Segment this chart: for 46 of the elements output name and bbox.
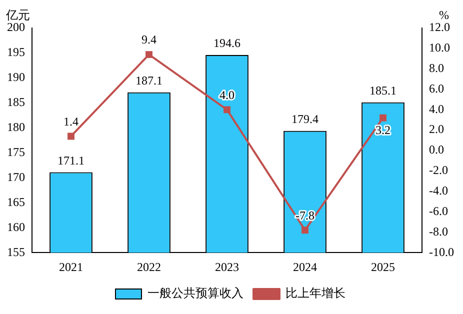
data-label: 1.4 [64,114,78,128]
y2-tick-label: -8.0 [429,224,448,238]
y2-tick-label: -10.0 [429,244,454,259]
y2-tick-label: 12.0 [429,20,450,34]
y-axis-title: 亿元 [5,8,30,22]
point [146,51,152,58]
y2-tick-label: 4.0 [429,102,444,116]
data-label: 194.6 [214,36,240,50]
data-label: -7.8 [296,208,315,222]
y-tick-label: 190 [7,70,25,84]
y2-tick-label: 2.0 [429,122,444,136]
y2-axis-title: % [439,8,449,22]
y2-tick-label: 10.0 [429,40,450,55]
point [380,114,386,122]
x-tick-label: 2024 [293,260,318,274]
y-tick-label: 155 [7,244,25,259]
y2-tick-label: -4.0 [429,184,448,198]
y-tick-label: 180 [7,120,25,134]
data-label: 187.1 [136,74,162,88]
y-tick-label: 170 [7,170,25,184]
y2-tick-label: 8.0 [429,60,444,75]
point [302,226,308,234]
y-tick-label: 185 [7,95,25,110]
y-tick-label: 200 [7,20,25,34]
y2-tick-label: -6.0 [429,204,448,218]
x-tick-label: 2023 [215,260,239,274]
x-tick-label: 2025 [371,260,396,274]
data-label: 9.4 [142,32,156,47]
data-label: 185.1 [370,84,397,98]
y-tick-label: 165 [7,194,25,209]
y2-tick-label: -2.0 [429,163,448,178]
x-tick-label: 2022 [137,260,161,274]
y-tick-label: 195 [7,45,25,60]
y2-tick-label: 0.0 [429,142,444,157]
y-tick-label: 160 [7,220,25,234]
x-tick-label: 2021 [59,260,83,274]
data-label: 171.1 [58,153,84,168]
data-label: 4.0 [220,88,234,102]
y2-tick-label: 6.0 [429,81,444,96]
point [224,106,230,114]
data-label: 3.2 [376,122,391,137]
legend-label: 一般公共预算收入 [148,286,244,300]
point [68,132,74,140]
data-label: 179.4 [292,112,319,126]
legend-label: 比上年增长 [286,286,346,300]
y-tick-label: 175 [7,144,25,159]
